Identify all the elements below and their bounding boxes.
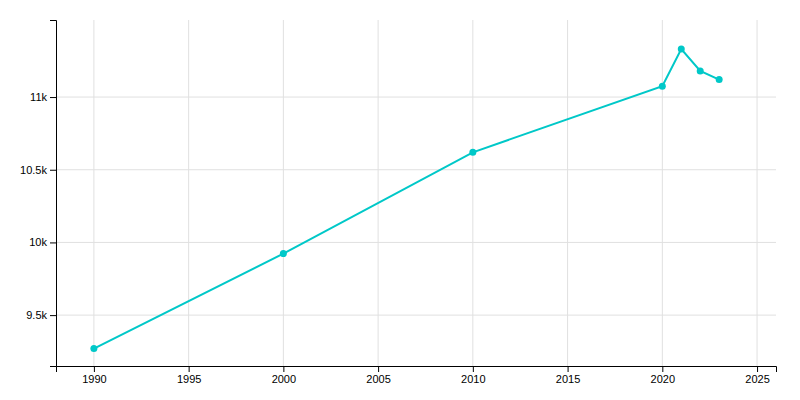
grid-line bbox=[188, 20, 189, 366]
tick-label: 2020 bbox=[651, 373, 675, 385]
marker bbox=[90, 345, 97, 352]
y-axis: 9.5k 10k 10.5k 11k bbox=[20, 21, 56, 367]
tick-mark bbox=[662, 366, 663, 372]
tick-mark bbox=[50, 242, 56, 243]
tick-label: 2000 bbox=[272, 373, 296, 385]
tick-label: 10.5k bbox=[20, 164, 47, 176]
tick-mark bbox=[378, 366, 379, 372]
tick-mark bbox=[568, 366, 569, 372]
tick-label: 1990 bbox=[82, 373, 106, 385]
x-axis: 1990 1995 2000 2005 2010 2015 2020 2025 bbox=[57, 366, 777, 385]
tick-label: 2015 bbox=[556, 373, 580, 385]
tick-label: 1995 bbox=[177, 373, 201, 385]
tick: 2015 bbox=[556, 366, 580, 385]
tick: 1990 bbox=[82, 366, 106, 385]
axis-line bbox=[57, 367, 777, 373]
tick: 2000 bbox=[272, 366, 296, 385]
marker bbox=[678, 46, 685, 53]
tick: 2020 bbox=[651, 366, 675, 385]
grid-line bbox=[567, 20, 568, 366]
tick-mark bbox=[94, 366, 95, 372]
grid-line bbox=[93, 20, 94, 366]
marker bbox=[659, 83, 666, 90]
tick: 2005 bbox=[366, 366, 390, 385]
plot: 1990 1995 2000 2005 2010 2015 2020 2025 9.5k 10k 1… bbox=[20, 20, 776, 385]
tick: 11k bbox=[30, 91, 56, 103]
tick-mark bbox=[283, 366, 284, 372]
grid-line bbox=[378, 20, 379, 366]
marker bbox=[697, 67, 704, 74]
tick-label: 2025 bbox=[745, 373, 769, 385]
tick-label: 2005 bbox=[366, 373, 390, 385]
tick-mark bbox=[757, 366, 758, 372]
tick: 1995 bbox=[177, 366, 201, 385]
tick-mark bbox=[473, 366, 474, 372]
tick: 10.5k bbox=[20, 164, 56, 176]
tick-label: 11k bbox=[30, 91, 47, 103]
marks bbox=[90, 46, 722, 352]
grid-line bbox=[56, 169, 776, 170]
tick-mark bbox=[50, 170, 56, 171]
tick-label: 10k bbox=[29, 236, 47, 248]
grid bbox=[56, 20, 776, 366]
grid-line bbox=[56, 97, 776, 98]
grid-line bbox=[472, 20, 473, 366]
tick-label: 2010 bbox=[461, 373, 485, 385]
grid-line bbox=[56, 315, 776, 316]
grid-line bbox=[662, 20, 663, 366]
tick-mark bbox=[50, 97, 56, 98]
chart: 1990 1995 2000 2005 2010 2015 2020 2025 9.5k 10k 1… bbox=[0, 0, 800, 400]
marker bbox=[469, 149, 476, 156]
marker bbox=[716, 76, 723, 83]
tick: 2010 bbox=[461, 366, 485, 385]
axis-line bbox=[50, 21, 57, 367]
tick-mark bbox=[189, 366, 190, 372]
grid-line bbox=[56, 242, 776, 243]
tick: 9.5k bbox=[26, 309, 56, 321]
line bbox=[94, 49, 719, 348]
tick-mark bbox=[50, 315, 56, 316]
tick: 2025 bbox=[745, 366, 769, 385]
grid-line bbox=[757, 20, 758, 366]
marker bbox=[280, 250, 287, 257]
grid-line bbox=[283, 20, 284, 366]
tick-label: 9.5k bbox=[26, 309, 47, 321]
tick: 10k bbox=[29, 236, 56, 248]
